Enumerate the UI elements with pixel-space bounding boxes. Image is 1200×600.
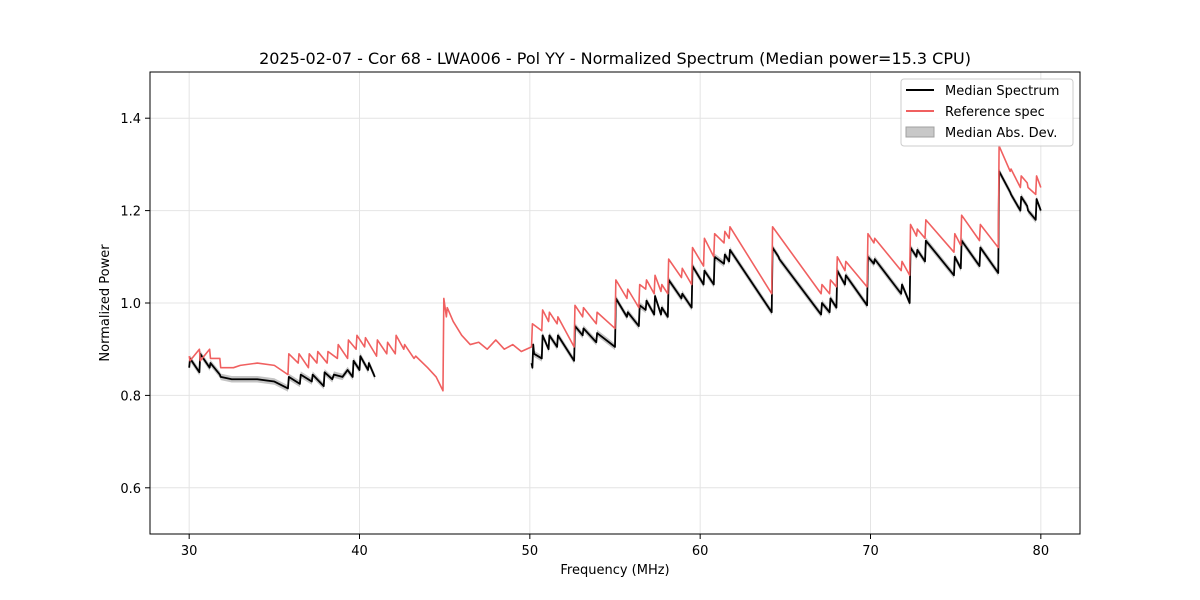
- x-tick-label: 80: [1033, 544, 1050, 559]
- x-tick-label: 40: [351, 544, 368, 559]
- x-axis-label: Frequency (MHz): [560, 563, 669, 578]
- y-tick-label: 0.8: [120, 389, 141, 404]
- legend: Median Spectrum Reference spec Median Ab…: [900, 78, 1074, 147]
- ticks: 30 40 50 60 70 80 0.6 0.8 1.0 1.2 1.4: [120, 112, 1049, 559]
- y-tick-label: 1.4: [120, 112, 141, 127]
- y-tick-label: 1.0: [120, 297, 141, 312]
- series-layer: [188, 145, 1042, 392]
- x-tick-label: 30: [181, 544, 198, 559]
- legend-reference-label: Reference spec: [945, 105, 1045, 120]
- legend-mad-label: Median Abs. Dev.: [945, 126, 1057, 141]
- y-tick-label: 0.6: [120, 482, 141, 497]
- x-tick-label: 70: [862, 544, 879, 559]
- legend-median-label: Median Spectrum: [945, 84, 1059, 99]
- mad-band: [189, 350, 375, 392]
- x-tick-label: 50: [522, 544, 539, 559]
- y-axis-label: Normalized Power: [98, 244, 113, 362]
- legend-mad-swatch: [905, 126, 935, 138]
- legend-box: [900, 78, 1074, 147]
- median-spectrum-line: [188, 352, 376, 390]
- x-tick-label: 60: [692, 544, 709, 559]
- median-spectrum-line: [530, 170, 1042, 369]
- reference-spectrum-line: [188, 145, 1042, 392]
- chart-title: 2025-02-07 - Cor 68 - LWA006 - Pol YY - …: [259, 49, 971, 68]
- y-tick-label: 1.2: [120, 205, 141, 220]
